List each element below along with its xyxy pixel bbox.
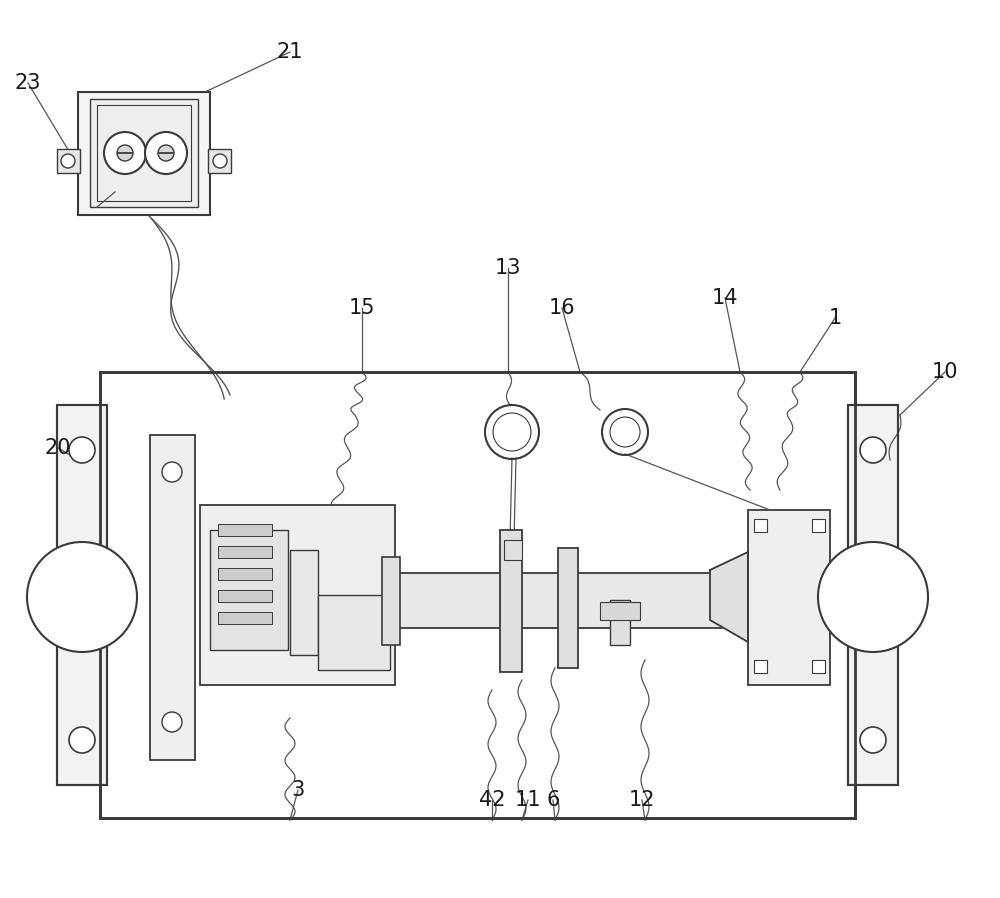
Text: 14: 14 [712, 288, 738, 308]
Bar [390, 573, 740, 628]
Circle shape [162, 712, 182, 732]
Bar [218, 524, 272, 536]
Circle shape [145, 132, 187, 174]
Bar [90, 99, 198, 207]
Text: 10: 10 [932, 362, 958, 382]
Bar [754, 519, 767, 532]
Bar [57, 149, 80, 173]
Circle shape [117, 145, 133, 161]
Bar [218, 568, 272, 580]
Bar [200, 505, 395, 685]
Bar [812, 660, 825, 673]
Bar [97, 105, 191, 201]
Bar [218, 612, 272, 624]
Bar [218, 546, 272, 558]
Bar [504, 540, 522, 560]
Bar [100, 372, 855, 818]
Bar [290, 550, 318, 655]
Bar [600, 602, 640, 620]
Circle shape [162, 462, 182, 482]
Bar [610, 600, 630, 645]
Bar [382, 557, 400, 645]
Bar [748, 510, 830, 685]
Text: 23: 23 [15, 73, 41, 93]
Text: 20: 20 [45, 438, 71, 458]
Circle shape [27, 542, 137, 652]
Bar [754, 660, 767, 673]
Bar [57, 405, 107, 785]
Bar [848, 405, 898, 785]
Bar [210, 530, 288, 650]
Text: 13: 13 [495, 258, 521, 278]
Bar [208, 149, 231, 173]
Bar [558, 548, 578, 668]
Bar [78, 92, 210, 215]
Circle shape [818, 542, 928, 652]
Circle shape [860, 727, 886, 753]
Text: 21: 21 [277, 42, 303, 62]
Text: 15: 15 [349, 298, 375, 318]
Text: 6: 6 [546, 790, 560, 810]
Polygon shape [710, 552, 748, 642]
Circle shape [860, 437, 886, 463]
Bar [150, 435, 195, 760]
Circle shape [69, 727, 95, 753]
Circle shape [69, 437, 95, 463]
Text: 3: 3 [291, 780, 305, 800]
Text: 1: 1 [828, 308, 842, 328]
Bar [848, 405, 898, 785]
Bar [218, 590, 272, 602]
Bar [57, 405, 107, 785]
Bar [100, 372, 855, 818]
Text: 12: 12 [629, 790, 655, 810]
Circle shape [61, 154, 75, 168]
Text: 11: 11 [515, 790, 541, 810]
Circle shape [213, 154, 227, 168]
Bar [318, 595, 390, 670]
Circle shape [158, 145, 174, 161]
Text: 42: 42 [479, 790, 505, 810]
Bar [500, 530, 522, 672]
Circle shape [104, 132, 146, 174]
Text: 16: 16 [549, 298, 575, 318]
Bar [812, 519, 825, 532]
